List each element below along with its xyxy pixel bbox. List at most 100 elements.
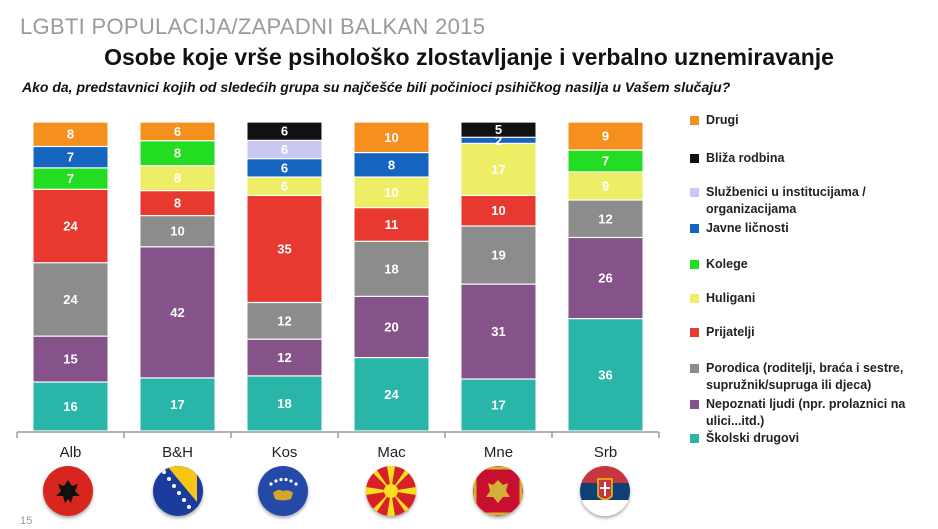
data-label: 10 — [384, 130, 398, 145]
data-label: 35 — [277, 241, 291, 256]
bar-segment — [33, 189, 108, 263]
bar-segment — [140, 122, 215, 141]
data-label: 17 — [491, 397, 505, 412]
category-label: Mac — [377, 444, 406, 461]
data-label: 6 — [281, 160, 288, 175]
bosnia-flag-icon — [153, 466, 203, 516]
data-label: 31 — [491, 324, 505, 339]
bar-segment — [354, 122, 429, 152]
data-label: 6 — [174, 124, 181, 139]
legend-swatch — [690, 224, 699, 233]
data-label: 12 — [598, 211, 612, 226]
kosovo-flag-icon — [258, 466, 308, 516]
legend-swatch — [690, 260, 699, 269]
bar-segment — [354, 241, 429, 296]
data-label: 42 — [170, 305, 184, 320]
legend-label: Drugi — [706, 113, 739, 127]
bar-segment — [568, 319, 643, 431]
bar-segment — [247, 122, 322, 140]
bar-segment — [140, 378, 215, 431]
bar-segment — [247, 303, 322, 339]
bar-segment — [33, 122, 108, 146]
data-label: 11 — [385, 217, 399, 232]
data-label: 12 — [277, 313, 291, 328]
legend-item: Školski drugovi — [690, 430, 930, 447]
bar-segment — [354, 296, 429, 357]
data-label: 20 — [384, 319, 398, 334]
legend-swatch — [690, 328, 699, 337]
bar-segment — [247, 140, 322, 159]
data-label: 36 — [598, 367, 612, 382]
bar-segment — [33, 168, 108, 189]
data-label: 19 — [491, 248, 505, 263]
bar-segment — [247, 339, 322, 376]
legend-label: Kolege — [706, 257, 748, 271]
bar-segment — [354, 358, 429, 431]
data-label: 8 — [174, 196, 181, 211]
data-label: 18 — [277, 396, 291, 411]
bar-segment — [140, 247, 215, 378]
bar-segment — [461, 137, 536, 143]
bar-segment — [140, 191, 215, 216]
category-label: B&H — [162, 444, 193, 461]
bar-segment — [354, 153, 429, 177]
data-label: 9 — [602, 178, 609, 193]
data-label: 10 — [491, 203, 505, 218]
data-label: 18 — [384, 261, 398, 276]
legend-item: Bliža rodbina — [690, 150, 930, 167]
data-label: 6 — [281, 179, 288, 194]
data-label: 2 — [495, 133, 502, 148]
data-label: 12 — [277, 350, 291, 365]
bar-segment — [33, 263, 108, 336]
legend-label: Službenici u institucijama / organizacij… — [706, 185, 866, 216]
bar-segment — [354, 177, 429, 208]
bar-segment — [33, 382, 108, 431]
data-label: 6 — [281, 124, 288, 139]
data-label: 24 — [63, 219, 78, 234]
data-label: 17 — [170, 397, 184, 412]
data-label: 24 — [63, 292, 78, 307]
legend-swatch — [690, 154, 699, 163]
legend-swatch — [690, 188, 699, 197]
legend-swatch — [690, 434, 699, 443]
montenegro-flag-icon — [473, 466, 523, 516]
chart-subtitle: Ako da, predstavnici kojih od sledećih g… — [22, 79, 731, 95]
data-label: 24 — [384, 387, 399, 402]
bar-segment — [140, 166, 215, 191]
data-label: 5 — [495, 122, 502, 137]
bar-segment — [461, 144, 536, 195]
data-label: 17 — [491, 162, 505, 177]
bar-segment — [461, 122, 536, 137]
legend-swatch — [690, 400, 699, 409]
data-label: 9 — [602, 129, 609, 144]
legend-label: Prijatelji — [706, 325, 755, 339]
legend-item: Huligani — [690, 290, 930, 307]
data-label: 7 — [602, 154, 609, 169]
legend-label: Nepoznati ljudi (npr. prolaznici na ulic… — [706, 397, 906, 428]
bar-segment — [247, 196, 322, 302]
bar-segment — [461, 379, 536, 431]
page-header: LGBTI POPULACIJA/ZAPADNI BALKAN 2015 — [20, 14, 486, 39]
bar-segment — [461, 226, 536, 284]
data-label: 8 — [174, 171, 181, 186]
chart-title: Osobe koje vrše psihološko zlostavljanje… — [104, 44, 834, 70]
legend-item: Službenici u institucijama / organizacij… — [690, 184, 930, 218]
bar-segment — [568, 172, 643, 200]
bar-segment — [568, 200, 643, 237]
data-label: 7 — [67, 150, 74, 165]
bar-segment — [140, 141, 215, 166]
legend-swatch — [690, 294, 699, 303]
legend-item: Drugi — [690, 112, 930, 129]
data-label: 8 — [388, 157, 395, 172]
legend-label: Bliža rodbina — [706, 151, 785, 165]
bar-segment — [568, 122, 643, 150]
legend-swatch — [690, 364, 699, 373]
bar-segment — [354, 208, 429, 241]
data-label: 8 — [67, 127, 74, 142]
category-label: Srb — [594, 444, 617, 461]
category-label: Alb — [60, 444, 82, 461]
legend-label: Porodica (roditelji, braća i sestre, sup… — [706, 361, 904, 392]
data-label: 16 — [63, 399, 77, 414]
category-label: Mne — [484, 444, 513, 461]
